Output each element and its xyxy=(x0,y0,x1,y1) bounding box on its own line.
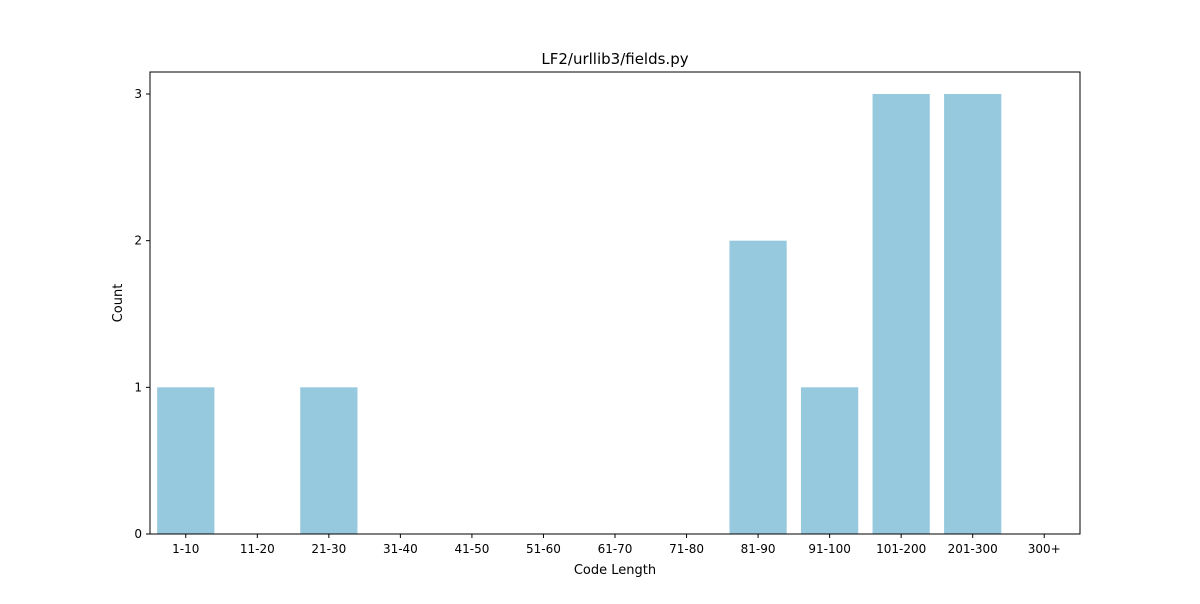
y-tick-label: 1 xyxy=(134,380,142,394)
x-tick-label: 300+ xyxy=(1028,542,1061,556)
x-tick-label: 81-90 xyxy=(741,542,776,556)
y-axis-label: Count xyxy=(111,284,126,323)
x-tick-label: 101-200 xyxy=(876,542,926,556)
x-tick-label: 41-50 xyxy=(454,542,489,556)
bar-81-90 xyxy=(729,240,787,534)
plot-frame xyxy=(149,71,1081,535)
x-tick-label: 61-70 xyxy=(598,542,633,556)
x-tick-label: 1-10 xyxy=(172,542,199,556)
bar-101-200 xyxy=(872,94,930,534)
x-tick-label: 11-20 xyxy=(240,542,275,556)
bar-91-100 xyxy=(801,387,859,534)
bar-201-300 xyxy=(944,94,1002,534)
x-tick-label: 71-80 xyxy=(669,542,704,556)
bar-21-30 xyxy=(300,387,358,534)
x-tick-label: 51-60 xyxy=(526,542,561,556)
bars-group xyxy=(157,94,1002,534)
y-tick-label: 2 xyxy=(134,234,142,248)
bar-1-10 xyxy=(157,387,215,534)
x-axis-label: Code Length xyxy=(574,563,656,578)
y-ticks-group: 0 1 2 3 xyxy=(134,87,150,541)
x-tick-label: 31-40 xyxy=(383,542,418,556)
chart-title: LF2/urllib3/fields.py xyxy=(541,50,688,68)
x-ticks-group: 1-10 11-20 21-30 31-40 41-50 51-60 61-70 71-80 8… xyxy=(172,534,1061,556)
x-tick-label: 201-300 xyxy=(948,542,998,556)
x-tick-label: 91-100 xyxy=(808,542,851,556)
x-tick-label: 21-30 xyxy=(311,542,346,556)
y-tick-label: 0 xyxy=(134,527,142,541)
y-tick-label: 3 xyxy=(134,87,142,101)
